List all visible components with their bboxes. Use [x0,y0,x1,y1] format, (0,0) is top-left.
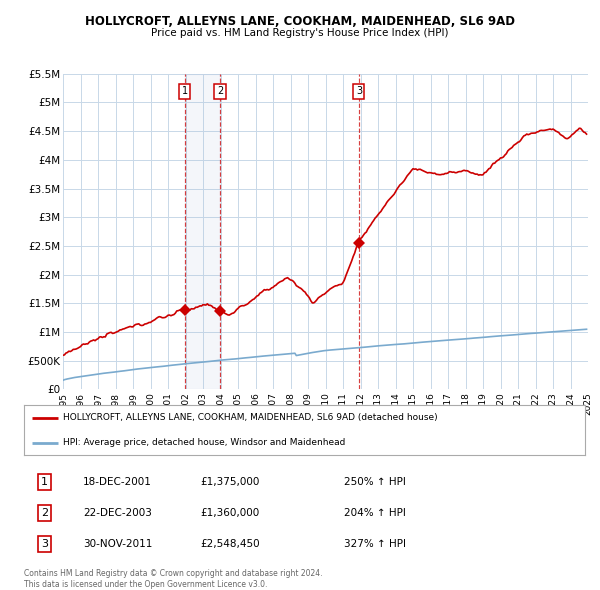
Text: 3: 3 [41,539,48,549]
Text: HOLLYCROFT, ALLEYNS LANE, COOKHAM, MAIDENHEAD, SL6 9AD (detached house): HOLLYCROFT, ALLEYNS LANE, COOKHAM, MAIDE… [63,414,438,422]
Bar [185,74,220,389]
Text: 1: 1 [182,86,188,96]
Text: HOLLYCROFT, ALLEYNS LANE, COOKHAM, MAIDENHEAD, SL6 9AD: HOLLYCROFT, ALLEYNS LANE, COOKHAM, MAIDE… [85,15,515,28]
Text: 3: 3 [356,86,362,96]
Text: 250% ↑ HPI: 250% ↑ HPI [344,477,406,487]
Text: £1,375,000: £1,375,000 [201,477,260,487]
Text: £2,548,450: £2,548,450 [201,539,260,549]
Text: 1: 1 [41,477,48,487]
Text: £1,360,000: £1,360,000 [201,508,260,517]
Text: 327% ↑ HPI: 327% ↑ HPI [344,539,406,549]
Text: 204% ↑ HPI: 204% ↑ HPI [344,508,406,517]
Text: 22-DEC-2003: 22-DEC-2003 [83,508,152,517]
Text: 2: 2 [217,86,223,96]
Text: Price paid vs. HM Land Registry's House Price Index (HPI): Price paid vs. HM Land Registry's House … [151,28,449,38]
Text: 2: 2 [41,508,49,517]
Text: 30-NOV-2011: 30-NOV-2011 [83,539,152,549]
Text: Contains HM Land Registry data © Crown copyright and database right 2024.
This d: Contains HM Land Registry data © Crown c… [24,569,323,589]
Text: HPI: Average price, detached house, Windsor and Maidenhead: HPI: Average price, detached house, Wind… [63,438,346,447]
Text: 18-DEC-2001: 18-DEC-2001 [83,477,152,487]
